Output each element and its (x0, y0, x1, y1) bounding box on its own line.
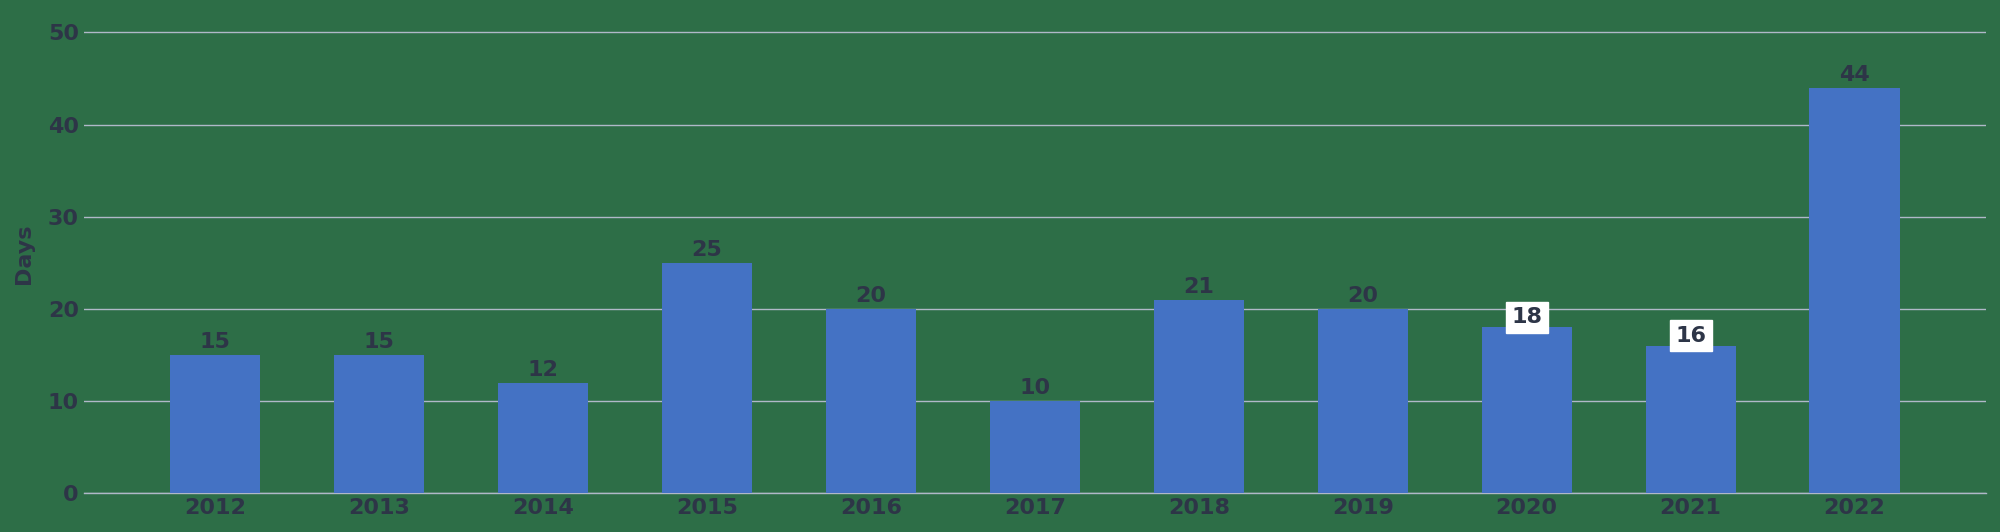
Bar (1482, 327, 1572, 493)
Text: 15: 15 (200, 332, 230, 352)
Text: 12: 12 (528, 360, 558, 380)
Bar (170, 355, 260, 493)
Text: 20: 20 (1348, 286, 1378, 306)
Bar (1646, 346, 1736, 493)
Text: 25: 25 (692, 240, 722, 260)
Bar (826, 309, 916, 493)
Text: 44: 44 (1840, 65, 1870, 85)
Text: 18: 18 (1512, 307, 1542, 327)
Bar (334, 355, 424, 493)
Bar (1318, 309, 1408, 493)
Text: 16: 16 (1676, 326, 1706, 346)
Bar (1810, 88, 1900, 493)
Y-axis label: Days: Days (14, 223, 34, 284)
Bar (1154, 300, 1244, 493)
Text: 15: 15 (364, 332, 394, 352)
Bar (662, 263, 752, 493)
Text: 10: 10 (1020, 378, 1050, 398)
Text: 20: 20 (856, 286, 886, 306)
Bar (498, 383, 588, 493)
Bar (990, 401, 1080, 493)
Text: 21: 21 (1184, 277, 1214, 297)
